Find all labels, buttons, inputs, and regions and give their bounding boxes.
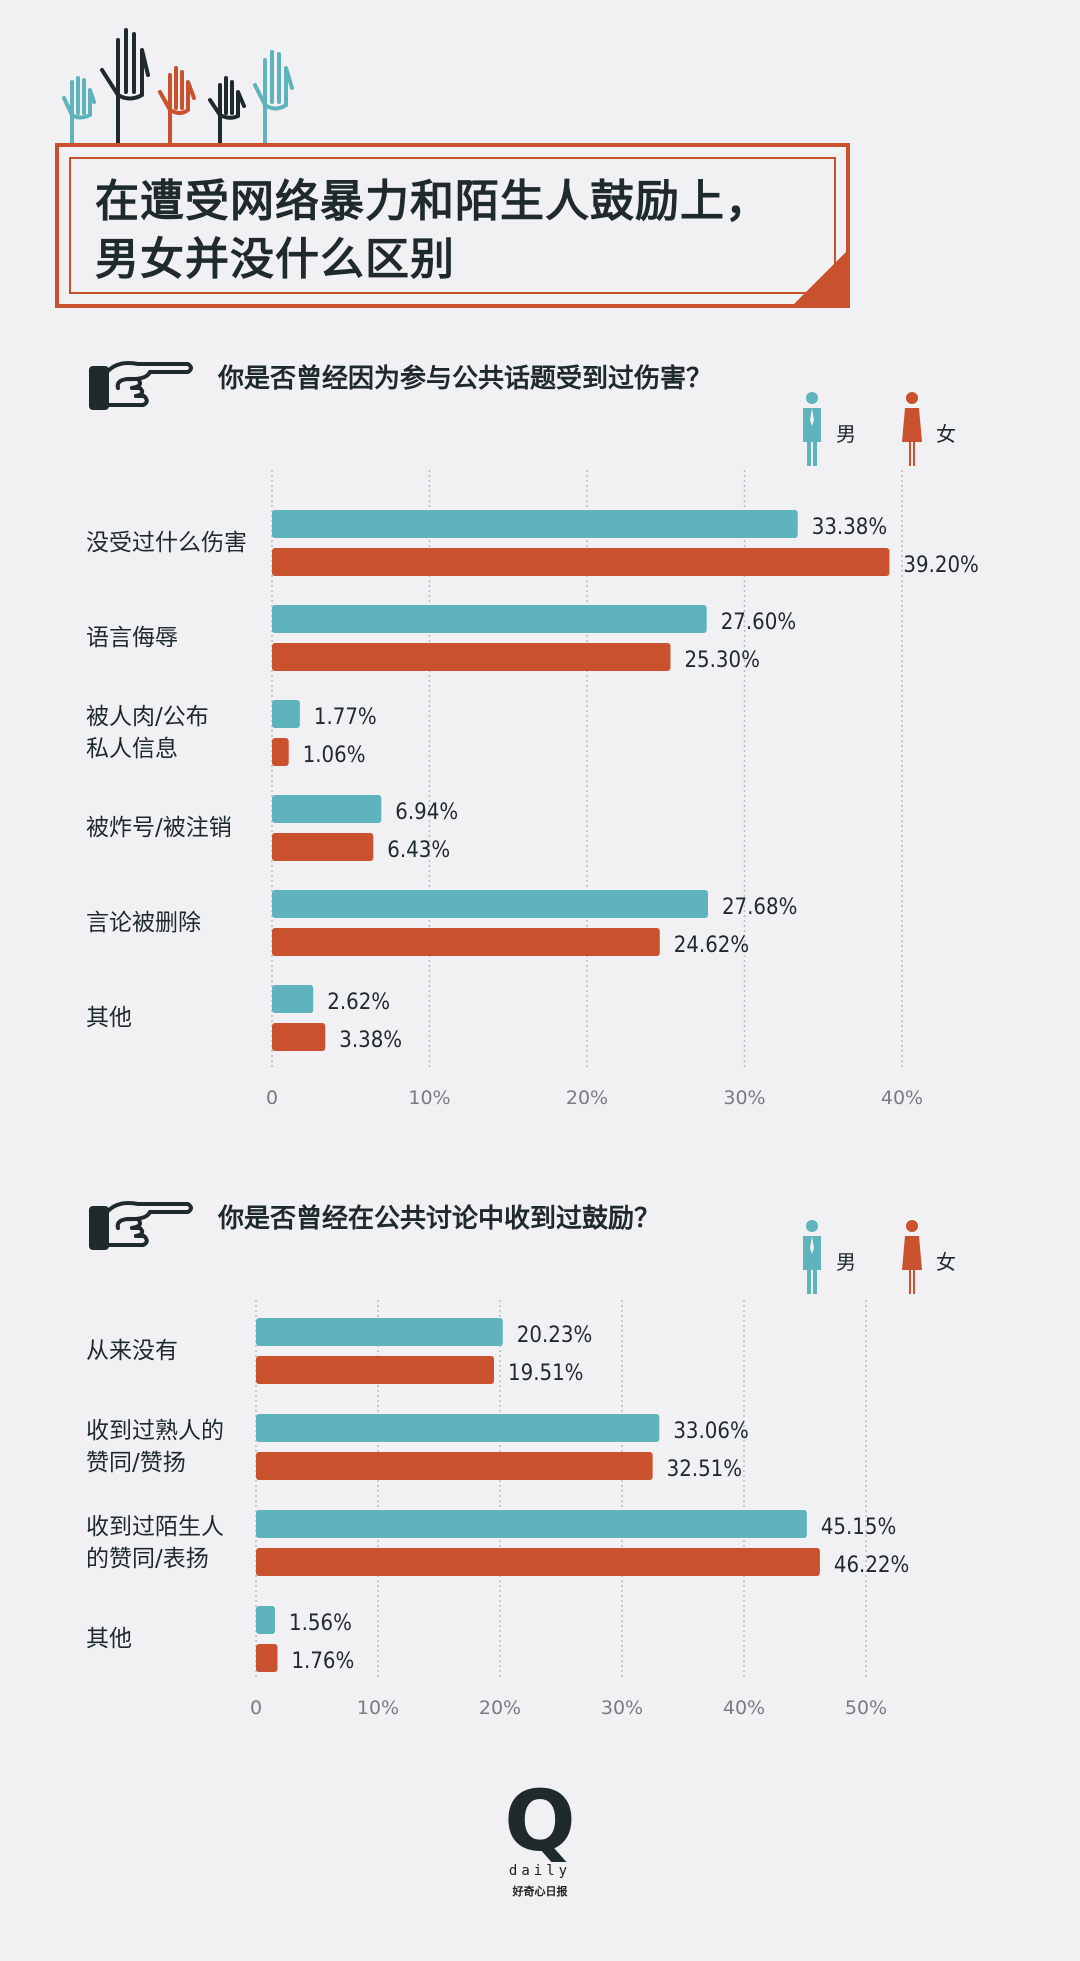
legend-2: 男 女 xyxy=(800,1218,970,1298)
data-label: 1.06% xyxy=(303,743,366,768)
bar-female xyxy=(272,548,890,576)
bar-male xyxy=(272,700,300,728)
category-label: 被炸号/被注销 xyxy=(86,815,232,841)
bar-female xyxy=(272,643,671,671)
bar-male xyxy=(256,1510,807,1538)
bar-male xyxy=(272,605,707,633)
qdaily-logo: Q daily 好奇心日报 xyxy=(495,1772,585,1900)
question-1-row: 你是否曾经因为参与公共话题受到过伤害？ xyxy=(88,350,988,430)
legend-1: 男 女 xyxy=(800,390,970,470)
data-label: 2.62% xyxy=(327,990,390,1015)
legend-1-female: 女 xyxy=(900,390,956,470)
data-label: 45.15% xyxy=(821,1515,896,1540)
female-figure-icon xyxy=(902,1220,922,1294)
x-tick-label: 10% xyxy=(357,1697,399,1719)
bar-female xyxy=(272,833,374,861)
data-label: 1.76% xyxy=(291,1649,354,1674)
bar-female xyxy=(256,1452,653,1480)
x-tick-label: 40% xyxy=(881,1087,923,1109)
title-box: 在遭受网络暴力和陌生人鼓励上， 男女并没什么区别 xyxy=(55,143,850,308)
data-label: 33.38% xyxy=(812,515,887,540)
bar-female xyxy=(272,738,289,766)
category-label: 从来没有 xyxy=(86,1338,178,1364)
data-label: 25.30% xyxy=(684,648,759,673)
question-1-text: 你是否曾经因为参与公共话题受到过伤害？ xyxy=(218,364,713,394)
x-tick-label: 30% xyxy=(723,1087,765,1109)
data-label: 6.94% xyxy=(395,800,458,825)
legend-2-female: 女 xyxy=(900,1218,956,1298)
data-label: 3.38% xyxy=(339,1028,402,1053)
logo-wordmark: daily xyxy=(508,1863,572,1879)
logo-tagline: 好奇心日报 xyxy=(512,1885,568,1898)
bar-female xyxy=(256,1548,820,1576)
category-label: 没受过什么伤害 xyxy=(86,530,247,556)
title-inner-border xyxy=(69,157,836,294)
bar-male xyxy=(272,510,798,538)
question-2-text: 你是否曾经在公共讨论中收到过鼓励？ xyxy=(218,1204,661,1234)
legend-male-label: 男 xyxy=(836,1250,856,1274)
bar-male xyxy=(272,795,382,823)
data-label: 27.60% xyxy=(721,610,796,635)
category-label: 其他 xyxy=(86,1005,132,1031)
q-logo-mark: Q xyxy=(504,1772,575,1870)
category-label: 其他 xyxy=(86,1626,132,1652)
legend-1-male: 男 xyxy=(800,390,856,470)
data-label: 27.68% xyxy=(722,895,797,920)
data-label: 20.23% xyxy=(517,1323,592,1348)
male-figure-icon xyxy=(803,392,821,466)
svg-text:Q: Q xyxy=(504,1780,575,1862)
category-label: 收到过熟人的 赞同/赞扬 xyxy=(86,1418,224,1476)
x-tick-label: 40% xyxy=(723,1697,765,1719)
category-label: 语言侮辱 xyxy=(86,625,178,651)
pointing-hand-icon xyxy=(89,1201,193,1250)
bar-male xyxy=(272,985,314,1013)
bar-male xyxy=(256,1606,276,1634)
data-label: 46.22% xyxy=(834,1553,909,1578)
bar-male xyxy=(256,1414,660,1442)
x-tick-label: 10% xyxy=(408,1087,450,1109)
data-label: 1.56% xyxy=(289,1611,352,1636)
x-tick-label: 30% xyxy=(601,1697,643,1719)
data-label: 19.51% xyxy=(508,1361,583,1386)
chart-2-svg: 0 10% 20% 30% 40% 50% 20.23% 19.51% 33.06% 32.51%… xyxy=(250,1300,909,1719)
data-label: 39.20% xyxy=(903,553,978,578)
bar-female xyxy=(272,928,660,956)
page-title: 在遭受网络暴力和陌生人鼓励上， 男女并没什么区别 xyxy=(95,173,770,289)
x-tick-label: 0 xyxy=(250,1697,262,1719)
x-tick-label: 50% xyxy=(845,1697,887,1719)
bar-male xyxy=(256,1318,503,1346)
data-label: 32.51% xyxy=(667,1457,742,1482)
chart-2: 0 10% 20% 30% 40% 50% 20.23% 19.51% 33.06% 32.51%… xyxy=(0,1300,1080,1720)
bar-female xyxy=(256,1644,278,1672)
legend-female-label: 女 xyxy=(936,1250,956,1274)
bar-female xyxy=(272,1023,326,1051)
data-label: 1.77% xyxy=(314,705,377,730)
legend-female-label: 女 xyxy=(936,422,956,446)
male-figure-icon xyxy=(803,1220,821,1294)
chart-1: 0 10% 20% 30% 40% 33.38% 39.20% 27.60% 25.30% 1.7… xyxy=(0,470,1080,1110)
data-label: 24.62% xyxy=(674,933,749,958)
question-2-row: 你是否曾经在公共讨论中收到过鼓励？ xyxy=(88,1190,988,1270)
chart-1-svg: 0 10% 20% 30% 40% 33.38% 39.20% 27.60% 25.30% 1.7… xyxy=(266,470,979,1109)
bar-male xyxy=(272,890,708,918)
legend-male-label: 男 xyxy=(836,422,856,446)
raised-hands-illustration xyxy=(62,28,294,145)
x-tick-label: 0 xyxy=(266,1087,278,1109)
category-label: 被人肉/公布 私人信息 xyxy=(86,704,209,762)
category-label: 收到过陌生人 的赞同/表扬 xyxy=(86,1514,224,1572)
bar-female xyxy=(256,1356,495,1384)
female-figure-icon xyxy=(902,392,922,466)
x-tick-label: 20% xyxy=(566,1087,608,1109)
category-label: 言论被删除 xyxy=(86,910,201,936)
title-corner-triangle xyxy=(790,248,850,308)
data-label: 6.43% xyxy=(387,838,450,863)
pointing-hand-icon xyxy=(89,361,193,410)
data-label: 33.06% xyxy=(673,1419,748,1444)
title-line-1: 在遭受网络暴力和陌生人鼓励上， xyxy=(95,176,770,227)
title-line-2: 男女并没什么区别 xyxy=(95,234,455,285)
x-tick-label: 20% xyxy=(479,1697,521,1719)
legend-2-male: 男 xyxy=(800,1218,856,1298)
